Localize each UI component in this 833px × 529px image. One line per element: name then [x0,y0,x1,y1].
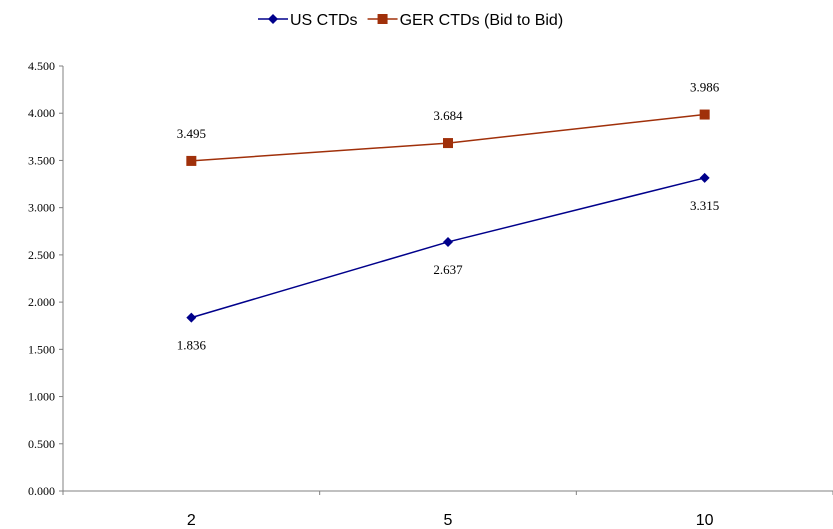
series-layer: 1.836 2.637 3.315 3.495 3.684 3.986 [177,80,720,353]
legend-item-1: US CTDs [258,12,358,29]
y-tick-label: 4.000 [28,106,55,120]
x-tick-label: 2 [187,512,196,529]
y-tick-label: 4.500 [28,59,55,73]
x-tick-label: 5 [444,512,453,529]
data-point [186,312,197,323]
x-tick-label: 10 [696,512,714,529]
data-point [443,138,453,149]
y-tick-label: 3.500 [28,153,55,167]
y-tick-label: 0.500 [28,437,55,451]
legend-marker [268,14,278,24]
chart-legend: US CTDs GER CTDs (Bid to Bid) [258,12,563,29]
series-line [191,177,705,319]
data-label: 3.986 [690,80,720,95]
data-label: 3.684 [433,108,463,123]
y-tick-label: 0.000 [28,484,55,498]
data-point [443,236,453,247]
data-label: 2.637 [433,262,463,277]
data-label: 3.315 [690,198,719,213]
legend-item-2: GER CTDs (Bid to Bid) [367,12,564,29]
data-point [699,109,710,120]
data-point [186,155,197,166]
y-tick-label: 1.000 [28,390,55,404]
y-tick-label: 2.000 [28,295,55,309]
series-1: 1.836 2.637 3.315 [177,172,719,353]
chart-axes: 0.000 0.500 1.000 1.500 2.000 2.500 3.000 3.500… [28,59,833,529]
data-label: 3.495 [177,126,206,141]
y-tick-label: 1.500 [28,342,55,356]
legend-label: GER CTDs (Bid to Bid) [400,12,564,29]
y-tick-label: 3.000 [28,201,55,215]
data-label: 1.836 [177,338,207,353]
legend-label: US CTDs [290,12,358,29]
data-point [699,172,710,183]
y-tick-label: 2.500 [28,248,55,262]
legend-marker [377,14,388,24]
series-2: 3.495 3.684 3.986 [177,80,720,166]
